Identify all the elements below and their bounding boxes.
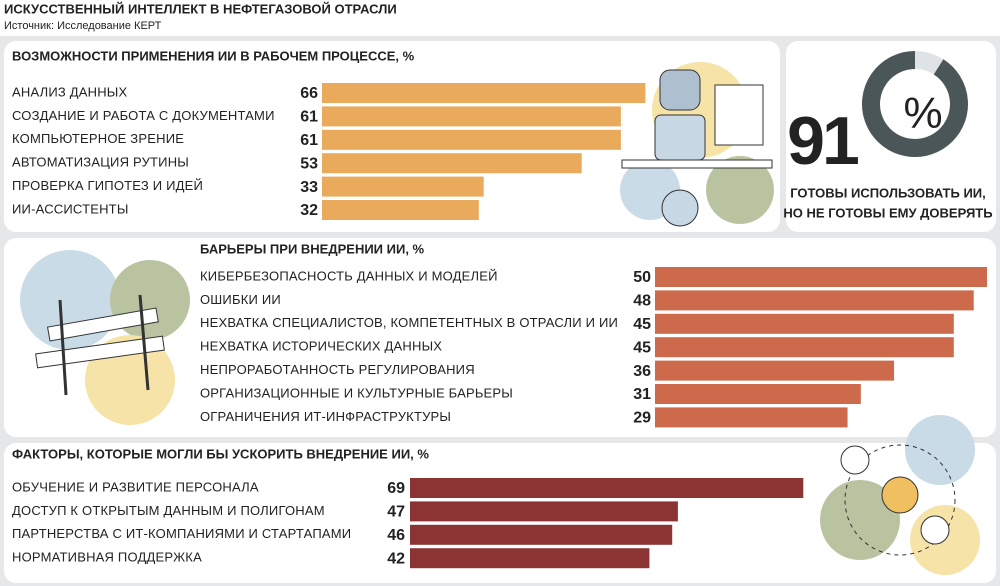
caption: НО НЕ ГОТОВЫ ЕМУ ДОВЕРЯТЬ: [783, 205, 992, 220]
illustration: [20, 250, 190, 425]
value-label: 31: [633, 386, 651, 403]
chart-title: ФАКТОРЫ, КОТОРЫЕ МОГЛИ БЫ УСКОРИТЬ ВНЕДР…: [12, 446, 429, 461]
value-label: 45: [633, 316, 651, 333]
value-label: 66: [300, 85, 318, 102]
bar: [322, 200, 479, 220]
bar: [655, 267, 987, 287]
category-label: АНАЛИЗ ДАННЫХ: [12, 84, 128, 99]
bar: [410, 548, 650, 569]
value-label: 33: [300, 179, 318, 196]
category-label: ОРГАНИЗАЦИОННЫЕ И КУЛЬТУРНЫЕ БАРЬЕРЫ: [200, 385, 513, 400]
category-label: ПРОВЕРКА ГИПОТЕЗ И ИДЕЙ: [12, 178, 203, 193]
bar: [322, 129, 621, 150]
value-label: 48: [633, 293, 651, 310]
value-label: 36: [633, 363, 651, 380]
big-number: 91: [787, 103, 858, 179]
bar: [655, 407, 848, 428]
page-title: ИСКУССТВЕННЫЙ ИНТЕЛЛЕКТ В НЕФТЕГАЗОВОЙ О…: [4, 1, 397, 16]
category-label: ИИ-АССИСТЕНТЫ: [12, 201, 129, 216]
value-label: 47: [387, 504, 405, 521]
bar: [655, 337, 954, 358]
value-label: 61: [300, 109, 318, 126]
category-label: КОМПЬЮТЕРНОЕ ЗРЕНИЕ: [12, 131, 184, 146]
category-label: ОГРАНИЧЕНИЯ ИТ-ИНФРАСТРУКТУРЫ: [200, 409, 451, 424]
category-label: ОБУЧЕНИЕ И РАЗВИТИЕ ПЕРСОНАЛА: [12, 479, 259, 494]
chart-title: БАРЬЕРЫ ПРИ ВНЕДРЕНИИ ИИ, %: [200, 241, 425, 256]
caption: ГОТОВЫ ИСПОЛЬЗОВАТЬ ИИ,: [790, 185, 986, 200]
category-label: НЕПРОРАБОТАННОСТЬ РЕГУЛИРОВАНИЯ: [200, 362, 475, 377]
value-label: 32: [300, 202, 318, 219]
value-label: 42: [387, 550, 405, 567]
header-bg: [0, 0, 1000, 36]
value-label: 50: [633, 269, 651, 286]
bar: [410, 478, 804, 498]
bar: [655, 384, 861, 404]
value-label: 53: [300, 155, 318, 172]
category-label: НОРМАТИВНАЯ ПОДДЕРЖКА: [12, 550, 202, 565]
category-label: НЕХВАТКА СПЕЦИАЛИСТОВ, КОМПЕТЕНТНЫХ В ОТ…: [200, 315, 618, 330]
bar: [322, 153, 582, 174]
bar: [322, 176, 484, 197]
bar: [655, 360, 895, 381]
value-label: 45: [633, 339, 651, 356]
value-label: 69: [387, 480, 405, 497]
category-label: ОШИБКИ ИИ: [200, 292, 281, 307]
category-label: ДОСТУП К ОТКРЫТЫМ ДАННЫМ И ПОЛИГОНАМ: [12, 503, 325, 518]
bar: [410, 524, 673, 545]
chart-title: ВОЗМОЖНОСТИ ПРИМЕНЕНИЯ ИИ В РАБОЧЕМ ПРОЦ…: [12, 48, 415, 63]
unit: %: [903, 89, 942, 138]
bar: [322, 83, 646, 103]
illustration: [620, 62, 774, 227]
bar: [322, 106, 621, 127]
value-label: 61: [300, 132, 318, 149]
donut-arc: [862, 51, 968, 157]
category-label: АВТОМАТИЗАЦИЯ РУТИНЫ: [12, 155, 189, 170]
bar: [655, 290, 974, 311]
illustration: [820, 415, 980, 575]
value-label: 46: [387, 527, 405, 544]
category-label: ПАРТНЕРСТВА С ИТ-КОМПАНИЯМИ И СТАРТАПАМИ: [12, 526, 351, 541]
bar: [655, 313, 954, 334]
source: Источник: Исследование КЕРТ: [4, 20, 162, 32]
value-label: 29: [633, 410, 651, 427]
bar: [410, 501, 678, 522]
category-label: СОЗДАНИЕ И РАБОТА С ДОКУМЕНТАМИ: [12, 108, 275, 123]
category-label: НЕХВАТКА ИСТОРИЧЕСКИХ ДАННЫХ: [200, 339, 442, 354]
category-label: КИБЕРБЕЗОПАСНОСТЬ ДАННЫХ И МОДЕЛЕЙ: [200, 268, 498, 283]
